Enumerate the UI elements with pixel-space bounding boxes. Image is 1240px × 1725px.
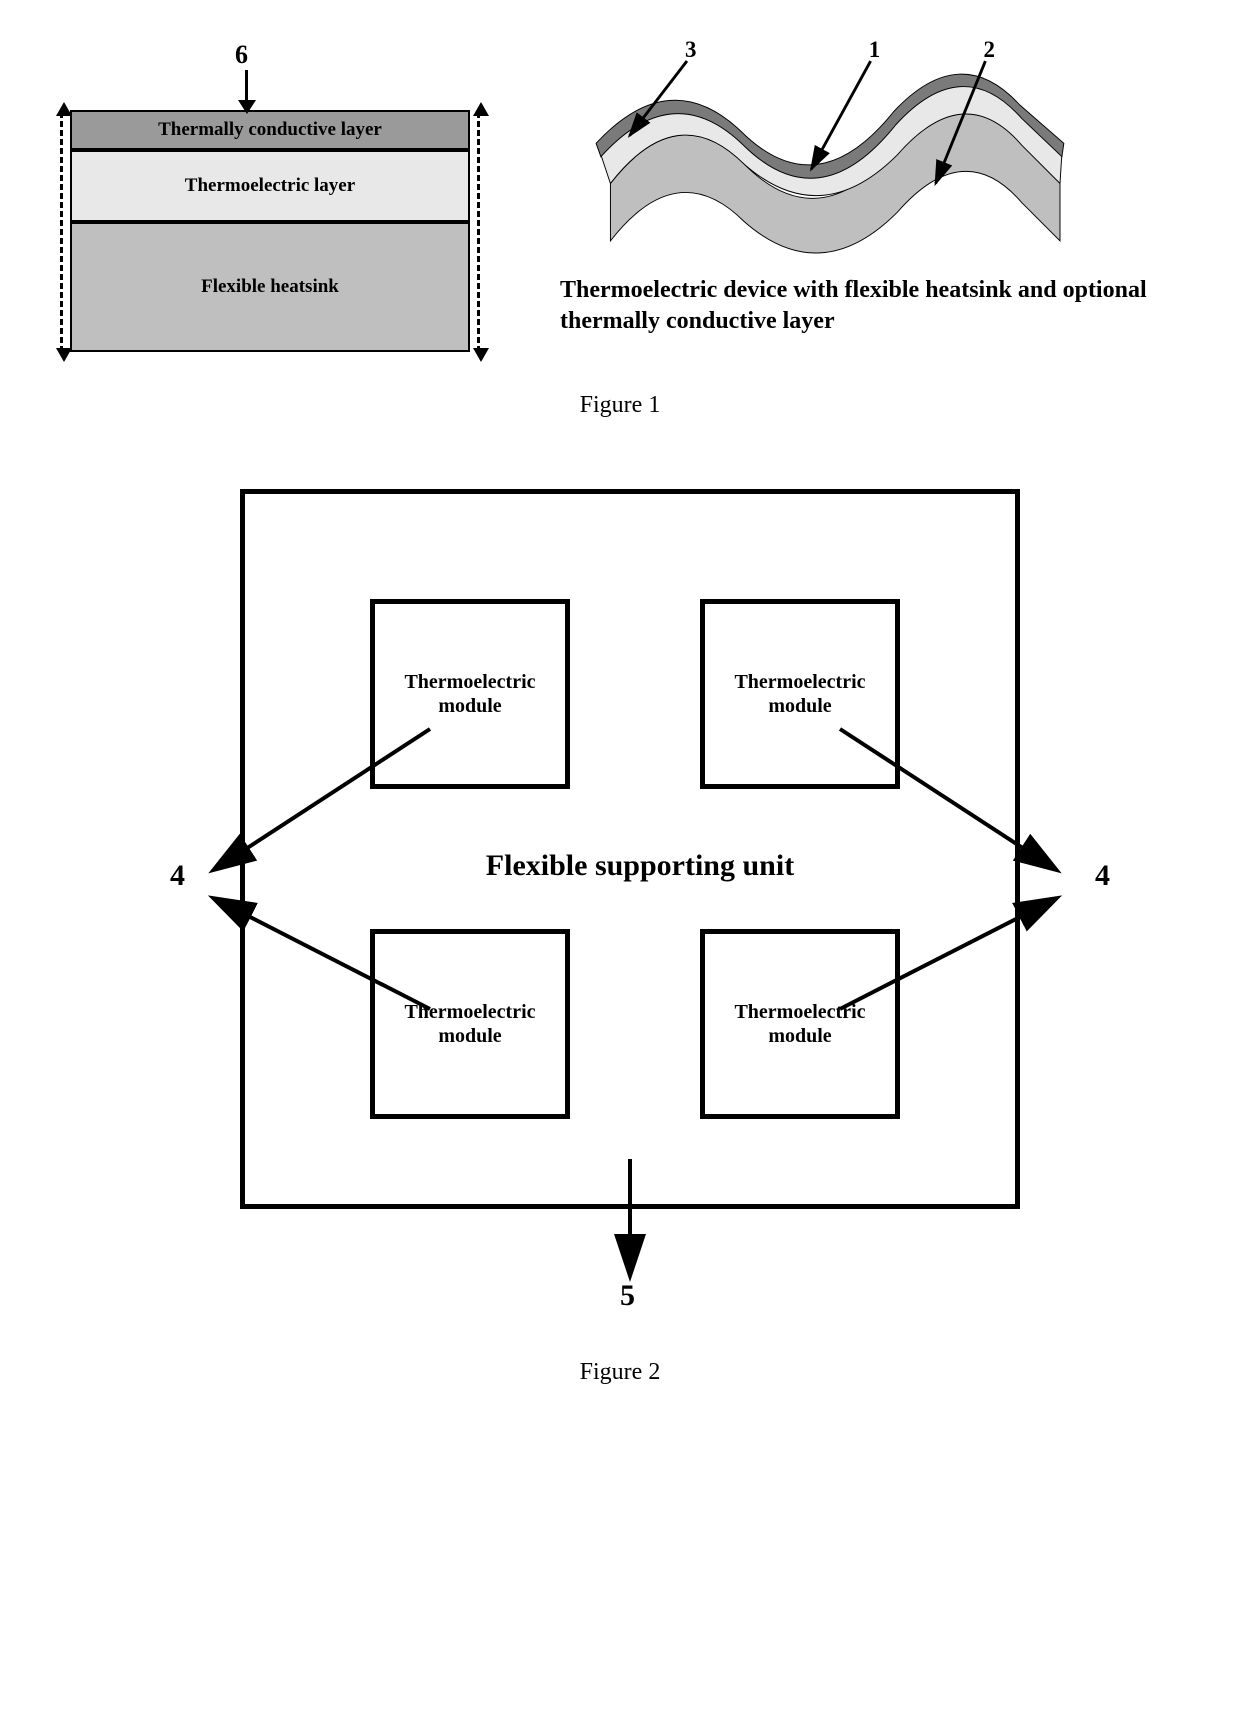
ref-1: 1 (869, 40, 880, 62)
module-label: Thermoelectricmodule (734, 1000, 865, 1048)
thermoelectric-module-tr: Thermoelectricmodule (700, 599, 900, 789)
figure-2-caption: Figure 2 (30, 1359, 1210, 1386)
ref-label-4-left: 4 (170, 859, 185, 893)
figure-1-caption: Figure 1 (30, 392, 1210, 419)
layer-thermoelectric: Thermoelectric layer (70, 150, 470, 222)
ref-2: 2 (983, 40, 994, 62)
ref-label-4-right: 4 (1095, 859, 1110, 893)
wave-caption: Thermoelectric device with flexible heat… (560, 275, 1160, 337)
module-label: Thermoelectricmodule (734, 670, 865, 718)
thermoelectric-module-bl: Thermoelectricmodule (370, 929, 570, 1119)
module-label: Thermoelectricmodule (404, 670, 535, 718)
ref-3: 3 (685, 40, 696, 62)
thermoelectric-module-br: Thermoelectricmodule (700, 929, 900, 1119)
layer-flexible-heatsink: Flexible heatsink (70, 222, 470, 352)
thermoelectric-module-tl: Thermoelectricmodule (370, 599, 570, 789)
ref-label-6: 6 (235, 40, 248, 70)
ref-label-5: 5 (620, 1279, 635, 1313)
figure-1: 6 Thermally conductive layer Thermoelect… (30, 40, 1210, 352)
figure-2: Thermoelectricmodule Thermoelectricmodul… (140, 479, 1100, 1279)
center-label: Flexible supporting unit (390, 849, 890, 883)
wave-cross-section: 3 1 2 (560, 40, 1120, 260)
layer-stack-diagram: 6 Thermally conductive layer Thermoelect… (30, 40, 510, 352)
dimension-arrow-right (477, 112, 480, 352)
arrow-head (238, 100, 256, 114)
module-label: Thermoelectricmodule (404, 1000, 535, 1048)
wave-diagram-side: 3 1 2 Thermoelectric device with flexibl… (560, 40, 1160, 337)
dimension-arrow-left (60, 112, 63, 352)
layer-thermally-conductive: Thermally conductive layer (70, 110, 470, 150)
